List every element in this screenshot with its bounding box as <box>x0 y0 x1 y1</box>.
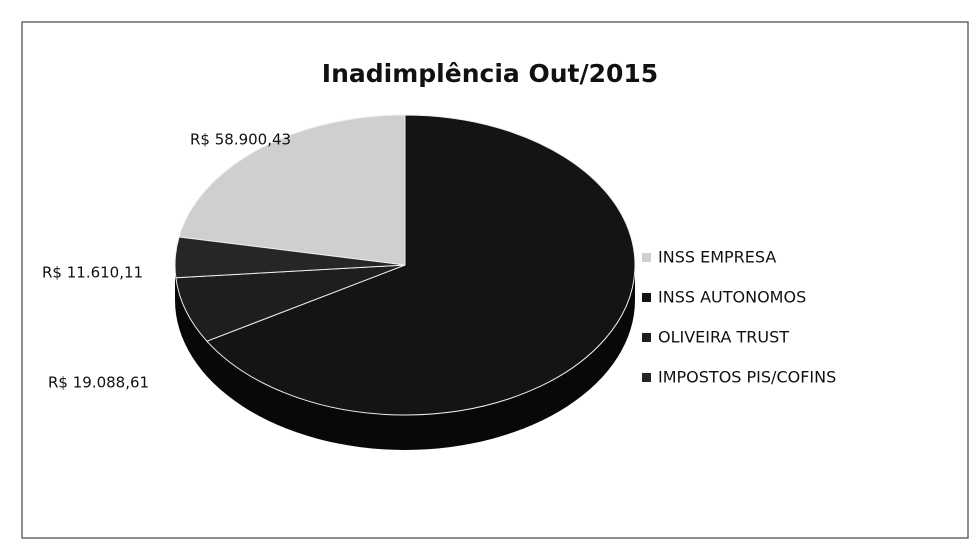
legend-label: INSS AUTONOMOS <box>658 288 806 307</box>
pie-slice <box>178 114 406 266</box>
data-label: R$ 11.610,11 <box>42 264 143 282</box>
data-label: R$ 58.900,43 <box>190 131 291 149</box>
data-label: R$ 19.088,61 <box>48 374 149 392</box>
chart-title: Inadimplência Out/2015 <box>322 59 658 88</box>
pie-slice <box>206 114 636 416</box>
legend-swatch <box>642 373 651 382</box>
pie-slice <box>174 236 406 279</box>
legend-swatch <box>642 253 651 262</box>
legend-label: INSS EMPRESA <box>658 248 776 267</box>
legend-swatch <box>642 293 651 302</box>
legend-label: IMPOSTOS PIS/COFINS <box>658 368 836 387</box>
legend-label: OLIVEIRA TRUST <box>658 328 789 347</box>
pie-slice <box>175 264 406 342</box>
legend-swatch <box>642 333 651 342</box>
